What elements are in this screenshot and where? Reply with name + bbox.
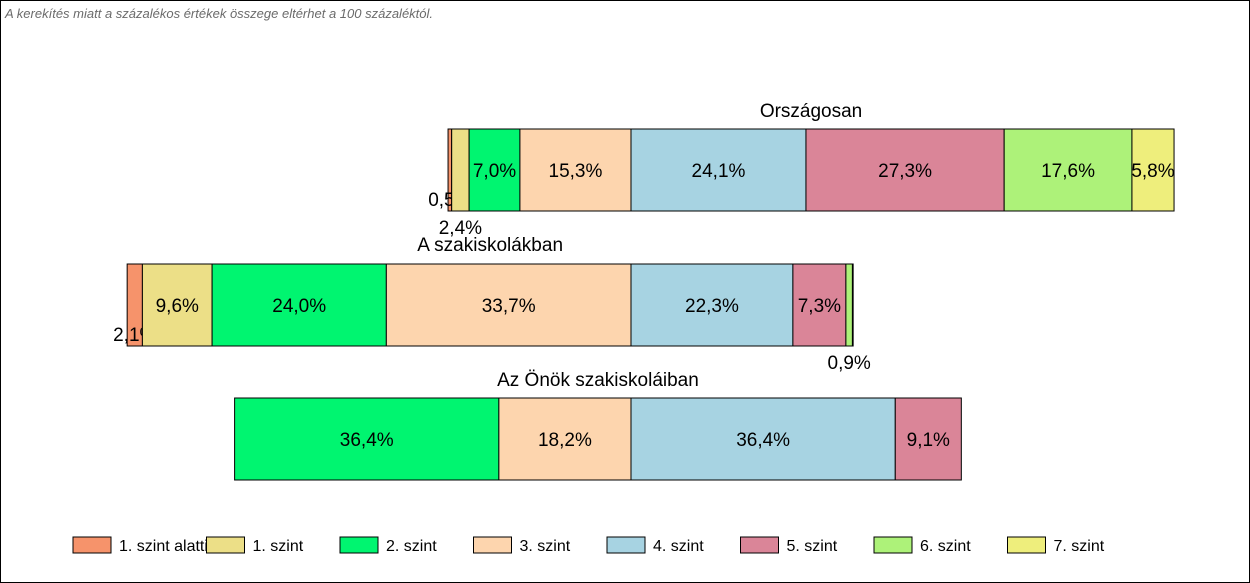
data-label: 9,1% [907, 430, 950, 451]
data-label: 18,2% [538, 430, 592, 451]
legend-swatch [1007, 536, 1046, 554]
data-label: 7,0% [473, 161, 516, 182]
category-label: A szakiskolákban [417, 235, 563, 256]
data-label: 7,3% [798, 296, 841, 317]
legend-label: 1. szint alatti [119, 538, 208, 555]
legend-item: 3. szint [473, 536, 571, 555]
legend-item: 6. szint [873, 536, 971, 555]
data-label: 22,3% [685, 296, 739, 317]
bar-segment [385, 263, 632, 347]
legend-label: 5. szint [787, 538, 838, 555]
data-label: 17,6% [1041, 161, 1095, 182]
data-label: 2,4% [439, 218, 482, 239]
bar-segment [630, 128, 807, 212]
data-label: 36,4% [736, 430, 790, 451]
legend-swatch [740, 536, 779, 554]
rounding-note: A kerekítés miatt a százalékos értékek ö… [5, 6, 434, 21]
bar-segment [1131, 128, 1175, 212]
bar-group: Az Önök szakiskoláiban 36,4% 18,2% 36,4% 9,1… [234, 370, 962, 481]
bar-segment [805, 128, 1005, 212]
bar-segment [141, 263, 213, 347]
bar-segment [630, 397, 896, 481]
legend-swatch [606, 536, 646, 554]
category-label: Az Önök szakiskoláiban [497, 370, 699, 391]
bar-segment [630, 263, 794, 347]
bar-segment [519, 128, 632, 212]
legend-swatch [473, 536, 512, 554]
bar-segment [845, 263, 853, 347]
data-label: 24,1% [692, 161, 746, 182]
data-label: 33,7% [482, 296, 536, 317]
data-label: 24,0% [272, 296, 326, 317]
bar-segment [851, 263, 854, 347]
legend-label: 2. szint [386, 538, 437, 555]
bar-segment [792, 263, 847, 347]
legend-swatch [72, 536, 112, 554]
bar-segment [1003, 128, 1133, 212]
legend-item: 7. szint [1007, 536, 1105, 555]
data-label: 27,3% [878, 161, 932, 182]
data-label: 36,4% [340, 430, 394, 451]
category-label: Országosan [760, 101, 862, 122]
legend: 1. szint alatti 1. szint 2. szint 3. szint 4… [72, 536, 1105, 555]
legend-swatch [339, 536, 379, 554]
bar-segment [211, 263, 387, 347]
data-label: 0,9% [828, 353, 871, 374]
data-label: 5,8% [1131, 161, 1174, 182]
legend-swatch [873, 536, 913, 554]
bar-segment [451, 128, 470, 212]
legend-label: 6. szint [920, 538, 971, 555]
legend-item: 5. szint [740, 536, 838, 555]
legend-label: 1. szint [253, 538, 304, 555]
legend-item: 4. szint [606, 536, 704, 555]
legend-item: 2. szint [339, 536, 437, 555]
bar-segment [234, 397, 500, 481]
data-label: 9,6% [156, 296, 199, 317]
legend-label: 7. szint [1054, 538, 1105, 555]
legend-swatch [206, 536, 245, 554]
legend-label: 4. szint [653, 538, 704, 555]
bar-segment [468, 128, 521, 212]
legend-item: 1. szint alatti [72, 536, 208, 555]
data-label: 15,3% [549, 161, 603, 182]
legend-item: 1. szint [206, 536, 304, 555]
bar-segment [894, 397, 962, 481]
legend-label: 3. szint [520, 538, 571, 555]
bar-segment [498, 397, 632, 481]
